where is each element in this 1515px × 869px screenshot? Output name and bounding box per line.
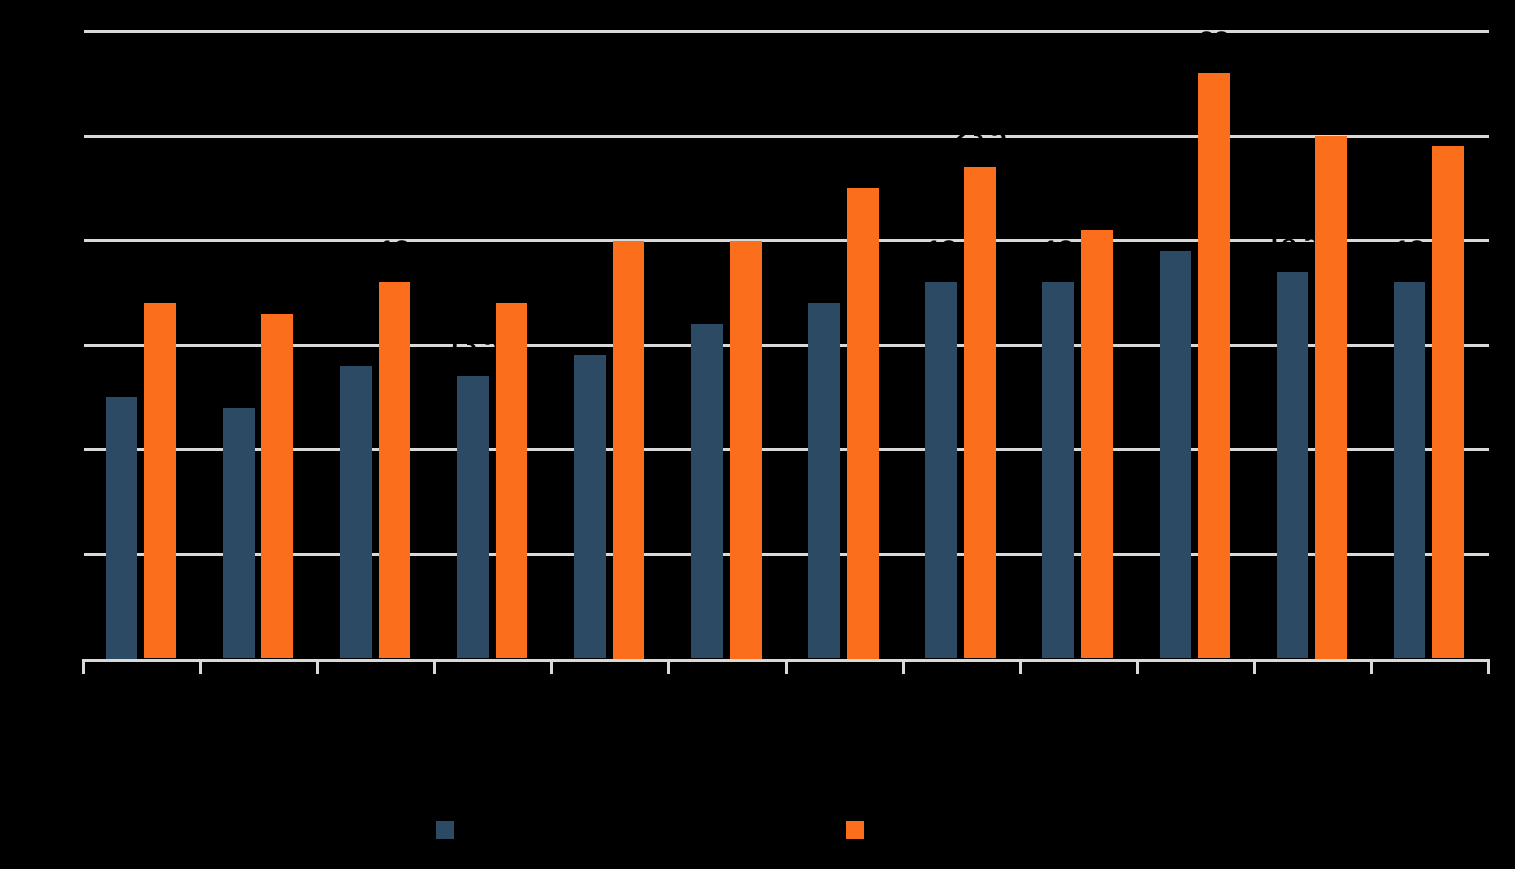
- data-label-orange-series-9: 20.5: [1070, 183, 1124, 214]
- gridline: [83, 30, 1489, 33]
- data-label-blue-series-8: 18: [926, 235, 957, 266]
- data-label-orange-series-3: 18: [379, 235, 410, 266]
- data-label-orange-series-10: 28: [1198, 26, 1230, 57]
- bar-orange-series-3[interactable]: [378, 282, 411, 659]
- bar-blue-series-9[interactable]: [1042, 282, 1075, 659]
- bar-orange-series-10[interactable]: [1198, 73, 1230, 659]
- bar-orange-series-7[interactable]: [846, 188, 879, 659]
- x-axis-tick: [901, 658, 905, 674]
- legend-swatch-blue[interactable]: [436, 821, 454, 839]
- gridline: [83, 343, 1489, 347]
- data-label-blue-series-5: 14.5: [563, 308, 617, 339]
- bar-blue-series-2[interactable]: [222, 407, 255, 659]
- bar-blue-series-3[interactable]: [339, 365, 372, 659]
- bar-orange-series-4[interactable]: [495, 303, 528, 659]
- data-label-orange-series-1: 17: [145, 256, 176, 287]
- legend-label-series-1: [462, 818, 682, 842]
- gridline: [83, 134, 1489, 138]
- x-axis-tick: [1369, 658, 1373, 674]
- bar-orange-series-11[interactable]: [1315, 136, 1347, 659]
- bar-orange-series-9[interactable]: [1081, 230, 1113, 659]
- gridline: [83, 552, 1489, 556]
- data-label-orange-series-12: 24.5: [1421, 99, 1475, 130]
- bar-orange-series-8[interactable]: [963, 167, 996, 659]
- x-axis-tick: [1487, 658, 1490, 674]
- data-label-orange-series-11: 25: [1316, 89, 1347, 119]
- data-label-orange-series-2: 16.5: [251, 266, 304, 297]
- x-axis-tick: [550, 658, 554, 674]
- data-label-orange-series-4: 17: [496, 256, 527, 287]
- x-axis-tick: [667, 658, 671, 674]
- bar-orange-series-5[interactable]: [612, 240, 645, 659]
- x-axis-tick: [784, 658, 788, 674]
- x-axis-tick: [199, 658, 203, 674]
- data-label-blue-series-11: 18.5: [1266, 224, 1319, 255]
- bar-blue-series-1[interactable]: [105, 397, 138, 659]
- data-label-blue-series-12: 18: [1394, 235, 1425, 266]
- legend-item-series-2: [846, 818, 1092, 842]
- data-label-blue-series-4: 13.5: [446, 329, 500, 360]
- bar-blue-series-5[interactable]: [574, 355, 606, 659]
- bar-blue-series-6[interactable]: [691, 324, 723, 659]
- data-label-blue-series-10: 19.5: [1149, 203, 1202, 234]
- data-label-orange-series-5: 20: [613, 193, 644, 224]
- x-axis-tick: [433, 658, 437, 674]
- data-label-blue-series-3: 14: [340, 318, 371, 349]
- bar-blue-series-8[interactable]: [925, 282, 958, 659]
- gridline: [83, 448, 1489, 451]
- x-axis-tick: [1135, 658, 1139, 674]
- data-label-orange-series-8: 23.5: [953, 120, 1007, 151]
- bar-blue-series-4[interactable]: [457, 376, 489, 659]
- data-label-orange-series-7: 22.5: [836, 141, 890, 172]
- x-axis-tick: [316, 658, 320, 674]
- legend-swatch-orange[interactable]: [846, 821, 864, 839]
- x-axis-tick: [1252, 658, 1256, 674]
- bar-orange-series-6[interactable]: [729, 240, 762, 659]
- data-label-blue-series-1: 12.5: [95, 350, 148, 381]
- bar-blue-series-7[interactable]: [808, 303, 840, 659]
- bar-orange-series-2[interactable]: [261, 313, 294, 659]
- data-label-blue-series-7: 17: [809, 256, 840, 287]
- bar-orange-series-1[interactable]: [144, 303, 177, 659]
- data-label-blue-series-9: 18: [1043, 235, 1074, 266]
- x-axis-tick: [82, 658, 85, 674]
- gridline: [83, 239, 1489, 242]
- data-label-orange-series-6: 20: [730, 193, 761, 224]
- bar-blue-series-10[interactable]: [1159, 250, 1192, 659]
- data-label-blue-series-6: 16: [692, 277, 723, 308]
- bar-blue-series-12[interactable]: [1393, 282, 1426, 659]
- bar-blue-series-11[interactable]: [1276, 271, 1309, 659]
- x-axis-tick: [1018, 658, 1022, 674]
- bar-orange-series-12[interactable]: [1432, 146, 1464, 659]
- legend-label-series-2: [872, 818, 1092, 842]
- data-label-blue-series-2: 12: [223, 360, 254, 391]
- legend-item-series-1: [436, 818, 682, 842]
